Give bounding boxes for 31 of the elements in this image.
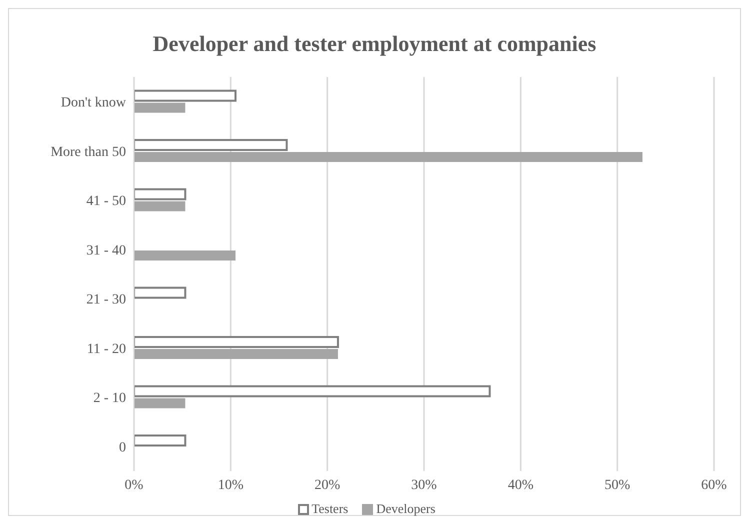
bar <box>134 201 186 212</box>
bar <box>134 286 186 299</box>
x-tick-label: 0% <box>124 478 144 493</box>
chart-title: Developer and tester employment at companies <box>152 30 598 58</box>
x-tick-label: 60% <box>701 478 728 493</box>
bar <box>134 336 339 348</box>
bar <box>134 90 236 102</box>
x-tick-label: 50% <box>604 478 630 493</box>
bar <box>134 188 186 200</box>
x-tick-label: 20% <box>314 478 340 493</box>
bar <box>134 102 186 113</box>
y-tick-label: 0 <box>119 440 126 456</box>
bar <box>134 385 491 398</box>
y-tick-label: 21 - 30 <box>86 292 126 308</box>
x-tick-label: 10% <box>218 478 244 493</box>
x-tick-label: 30% <box>411 478 438 493</box>
bar <box>134 250 236 261</box>
y-tick-label: 41 - 50 <box>86 194 126 210</box>
legend-label: Testers <box>310 501 348 517</box>
y-tick-label: More than 50 <box>50 144 126 160</box>
bar <box>134 349 338 360</box>
bar <box>134 139 288 152</box>
y-tick-label: 2 - 10 <box>93 391 126 406</box>
x-tick-label: 40% <box>508 478 534 493</box>
legend-label: Developers <box>375 501 436 517</box>
bar <box>134 434 186 447</box>
y-tick-label: 11 - 20 <box>86 342 126 357</box>
bar <box>134 152 642 162</box>
y-tick-label: 31 - 40 <box>86 243 126 258</box>
bar <box>134 398 186 408</box>
y-tick-label: Don't know <box>60 96 127 111</box>
